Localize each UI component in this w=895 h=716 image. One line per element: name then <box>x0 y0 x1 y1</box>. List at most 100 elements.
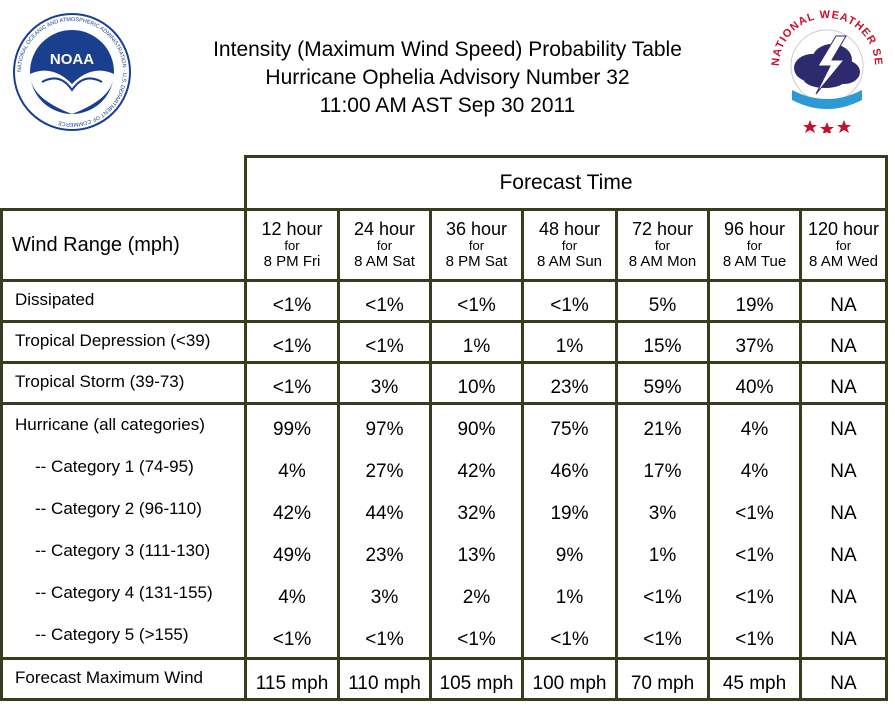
table-cell: 115 mph <box>255 673 329 694</box>
column-header: 36 hour for 8 PM Sat <box>429 208 524 282</box>
header: NOAA NATIONAL OCEANIC AND ATMOSPHERIC AD… <box>0 0 895 140</box>
title-line-3: 11:00 AM AST Sep 30 2011 <box>319 94 576 117</box>
title-line-1: Intensity (Maximum Wind Speed) Probabili… <box>213 38 682 61</box>
table-cell: 1% <box>555 336 584 357</box>
table-cell: 40% <box>735 377 774 398</box>
table-cell: <1% <box>735 545 774 566</box>
table-cell: <1% <box>550 295 589 316</box>
table-cell: <1% <box>735 629 774 650</box>
table-cell: <1% <box>550 629 589 650</box>
table-cell: 21% <box>643 419 682 440</box>
table-cell: 105 mph <box>439 673 514 694</box>
table-cell: <1% <box>735 503 774 524</box>
table-cell: 42% <box>457 461 496 482</box>
row-label: Tropical Depression (<39) <box>15 331 211 350</box>
table-cell: NA <box>830 545 857 566</box>
table-cell: NA <box>830 587 857 608</box>
table-cell: <1% <box>365 629 404 650</box>
table-cell: 1% <box>555 587 584 608</box>
table-cell: 49% <box>272 545 312 566</box>
row-label: -- Category 5 (>155) <box>35 625 189 644</box>
nws-logo: NATIONAL WEATHER SERVICE <box>770 8 883 133</box>
column-header: 120 hour for 8 AM Wed <box>799 208 888 282</box>
table-cell: 59% <box>643 377 682 398</box>
table-cell: 46% <box>550 461 589 482</box>
table-cell: NA <box>830 461 857 482</box>
table-cell: 13% <box>457 545 496 566</box>
table-cell: 1% <box>462 336 491 357</box>
table-cell: 27% <box>365 461 404 482</box>
table-cell: 17% <box>643 461 682 482</box>
table-cell: 5% <box>648 295 677 316</box>
row-label: Hurricane (all categories) <box>15 415 205 434</box>
table-cell: 3% <box>370 377 399 398</box>
table-cell: 10% <box>457 377 496 398</box>
column-header: 12 hour for 8 PM Fri <box>244 208 340 282</box>
noaa-logo: NOAA NATIONAL OCEANIC AND ATMOSPHERIC AD… <box>13 13 131 131</box>
table-cell: 3% <box>370 587 399 608</box>
table-cell: 4% <box>740 461 769 482</box>
table-cell: <1% <box>272 295 312 316</box>
table-cell: NA <box>830 503 857 524</box>
table-cell: 99% <box>272 419 312 440</box>
table-cell: NA <box>830 629 857 650</box>
forecast-time-row: Forecast Time <box>2 155 888 211</box>
table-row-dissipated: Dissipated <1% <1% <1% <1% 5% 19% NA <box>0 279 888 323</box>
table-cell: 4% <box>278 587 306 608</box>
svg-text:NOAA: NOAA <box>50 51 94 68</box>
table-cell: 32% <box>457 503 496 524</box>
table-cell: 1% <box>648 545 677 566</box>
table-cell: <1% <box>272 377 312 398</box>
table-cell: 37% <box>735 336 774 357</box>
table-cell: <1% <box>272 336 312 357</box>
row-label: -- Category 2 (96-110) <box>35 499 202 518</box>
row-label: Dissipated <box>15 290 95 309</box>
table-cell: NA <box>830 419 857 440</box>
table-cell: <1% <box>643 587 682 608</box>
table-cell: 23% <box>365 545 404 566</box>
row-label: -- Category 3 (111-130) <box>35 541 211 560</box>
title-line-2: Hurricane Ophelia Advisory Number 32 <box>265 66 630 89</box>
table-row-tropical-storm: Tropical Storm (39-73) <1% 3% 10% 23% 59… <box>0 361 888 405</box>
table-cell: NA <box>830 336 857 357</box>
column-header-row: Wind Range (mph) 12 hour for 8 PM Fri 24 h… <box>0 208 888 282</box>
table-cell: <1% <box>365 295 404 316</box>
table-row-max-wind: Forecast Maximum Wind 115 mph 110 mph 10… <box>0 657 888 701</box>
table-cell: 15% <box>643 336 682 357</box>
table-cell: 45 mph <box>722 673 787 694</box>
table-cell: 23% <box>550 377 589 398</box>
table-cell: 4% <box>278 461 306 482</box>
table-row-hurricane-group: Hurricane (all categories) -- Category 1… <box>0 402 888 660</box>
table-cell: 2% <box>462 587 491 608</box>
row-label: -- Category 4 (131-155) <box>35 583 213 602</box>
table-cell: 90% <box>457 419 496 440</box>
table-cell: 42% <box>272 503 312 524</box>
row-label: Tropical Storm (39-73) <box>15 372 185 391</box>
table-cell: 4% <box>740 419 769 440</box>
column-header: 72 hour for 8 AM Mon <box>615 208 710 282</box>
table-cell: <1% <box>457 629 496 650</box>
forecast-time-header: Forecast Time <box>244 155 888 211</box>
table-cell: <1% <box>365 336 404 357</box>
table-cell: 97% <box>365 419 404 440</box>
column-header: 96 hour for 8 AM Tue <box>707 208 802 282</box>
table-cell: 3% <box>648 503 677 524</box>
table-cell: NA <box>830 673 857 694</box>
table-cell: <1% <box>735 587 774 608</box>
table-cell: 9% <box>555 545 584 566</box>
table-cell: 70 mph <box>630 673 695 694</box>
table-cell: 19% <box>550 503 589 524</box>
table-cell: 19% <box>735 295 774 316</box>
row-label: -- Category 1 (74-95) <box>35 457 194 476</box>
wind-range-header: Wind Range (mph) <box>0 208 247 282</box>
table-row-tropical-depression: Tropical Depression (<39) <1% <1% 1% 1% … <box>0 320 888 364</box>
table-cell: <1% <box>272 629 312 650</box>
row-label: Forecast Maximum Wind <box>15 668 203 687</box>
table-cell: 100 mph <box>532 673 607 694</box>
table-cell: 75% <box>550 419 589 440</box>
page-title: Intensity (Maximum Wind Speed) Probabili… <box>150 36 745 120</box>
table-cell: <1% <box>643 629 682 650</box>
table-cell: <1% <box>457 295 496 316</box>
table-cell: 110 mph <box>348 673 421 694</box>
column-header: 24 hour for 8 AM Sat <box>337 208 432 282</box>
